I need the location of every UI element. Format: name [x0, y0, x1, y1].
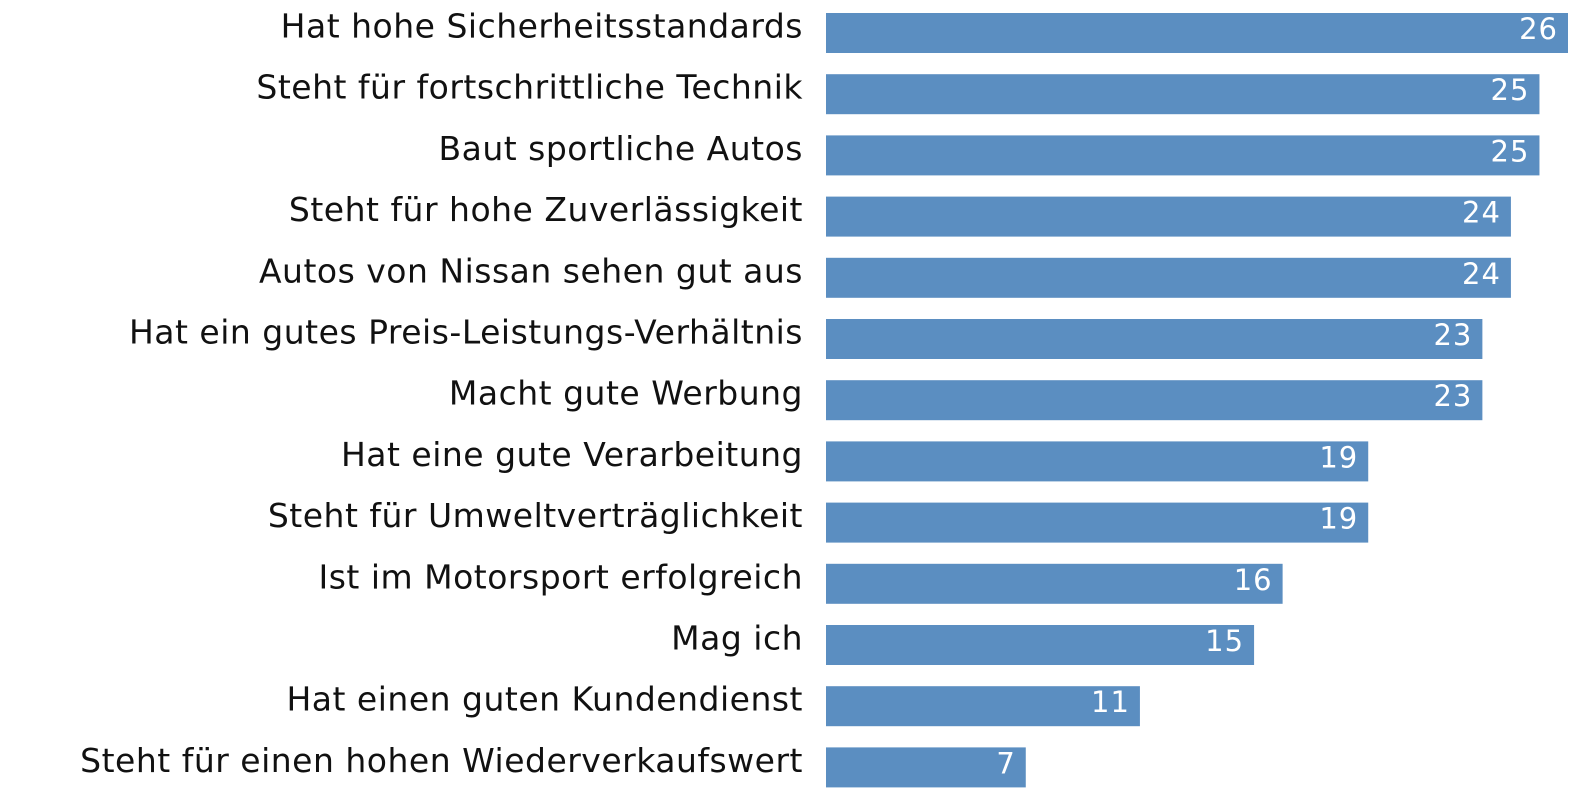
bar — [826, 625, 1255, 665]
value-label: 25 — [1491, 134, 1530, 168]
value-label: 16 — [1234, 563, 1273, 597]
category-label: Macht gute Werbung — [449, 374, 803, 413]
category-label: Steht für hohe Zuverlässigkeit — [289, 190, 803, 229]
bar — [826, 686, 1140, 727]
value-label: 23 — [1433, 379, 1472, 413]
bar — [826, 135, 1540, 176]
value-label: 23 — [1433, 318, 1472, 352]
bar — [826, 196, 1511, 237]
value-label: 11 — [1091, 685, 1130, 719]
bar — [826, 257, 1511, 298]
category-label: Hat ein gutes Preis-Leistungs-Verhältnis — [129, 313, 803, 352]
category-label: Steht für Umweltverträglichkeit — [268, 496, 803, 535]
value-label: 7 — [996, 746, 1015, 780]
category-label: Steht für fortschrittliche Technik — [256, 68, 803, 107]
bar — [826, 747, 1026, 788]
category-label: Hat hohe Sicherheitsstandards — [281, 7, 803, 46]
bar — [826, 319, 1483, 359]
value-label: 24 — [1462, 257, 1501, 291]
category-label: Steht für einen hohen Wiederverkaufswert — [80, 741, 803, 780]
category-label: Mag ich — [671, 619, 803, 658]
value-label: 15 — [1205, 624, 1244, 658]
bar — [826, 441, 1369, 482]
value-label: 19 — [1319, 502, 1358, 536]
value-label: 19 — [1319, 440, 1358, 474]
value-label: 25 — [1491, 73, 1530, 107]
bar — [826, 502, 1369, 543]
category-label: Baut sportliche Autos — [438, 129, 803, 168]
bar — [826, 380, 1483, 421]
bar — [826, 13, 1568, 53]
value-label: 26 — [1519, 12, 1558, 46]
bar — [826, 563, 1283, 604]
value-label: 24 — [1462, 196, 1501, 230]
category-label: Ist im Motorsport erfolgreich — [318, 557, 803, 596]
category-label: Hat eine gute Verarbeitung — [341, 435, 803, 474]
category-label: Hat einen guten Kundendienst — [286, 680, 803, 719]
bar — [826, 74, 1540, 115]
category-label: Autos von Nissan sehen gut aus — [259, 251, 803, 290]
